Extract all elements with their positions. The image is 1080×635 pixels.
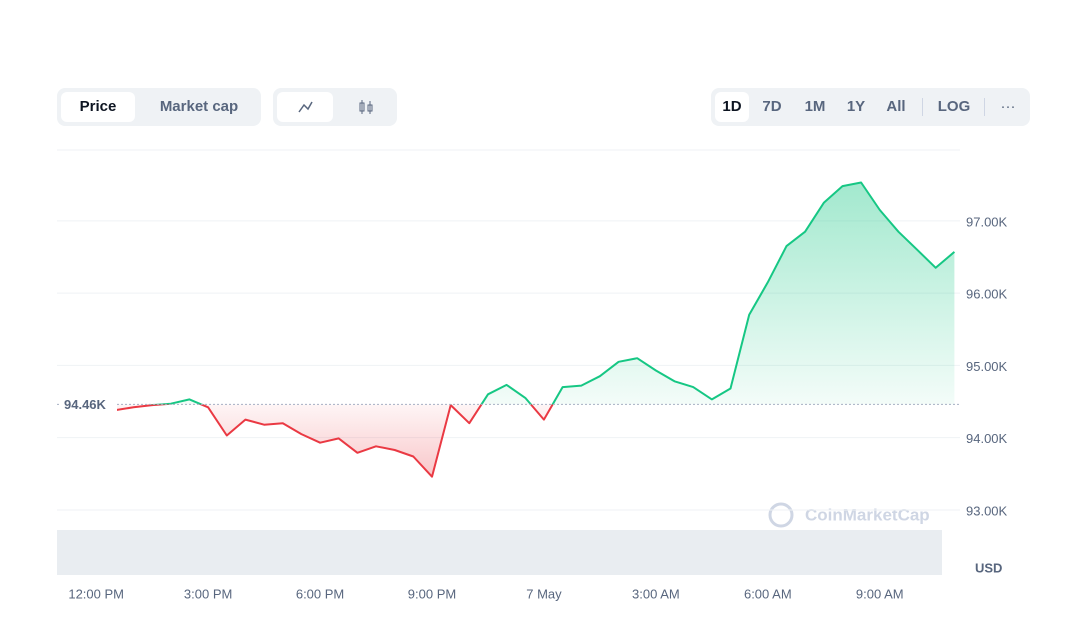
candle-chart-button[interactable] bbox=[337, 92, 393, 122]
line-icon bbox=[298, 101, 313, 113]
x-tick-label: 7 May bbox=[526, 586, 562, 601]
range-button[interactable]: All bbox=[886, 98, 906, 115]
y-tick-label: 97.00K bbox=[966, 214, 1008, 229]
tab-market-cap[interactable]: Market cap bbox=[159, 98, 239, 115]
range-button[interactable]: 1M bbox=[804, 98, 826, 115]
range-button[interactable]: 1Y bbox=[846, 98, 866, 115]
x-tick-label: 3:00 PM bbox=[184, 586, 232, 601]
y-tick-label: 95.00K bbox=[966, 359, 1008, 374]
baseline-label: 94.46K bbox=[64, 397, 107, 412]
more-button[interactable]: ··· bbox=[1000, 98, 1016, 115]
x-tick-label: 3:00 AM bbox=[632, 586, 680, 601]
range-group: 1D 7D 1M 1Y All LOG ··· bbox=[711, 88, 1030, 126]
range-button[interactable]: 7D bbox=[762, 98, 782, 115]
chart-style-group bbox=[273, 88, 397, 126]
x-tick-label: 6:00 PM bbox=[296, 586, 344, 601]
watermark-logo bbox=[768, 502, 794, 528]
x-tick-label: 6:00 AM bbox=[744, 586, 792, 601]
watermark: CoinMarketCap bbox=[805, 505, 930, 524]
tab-group: Price Market cap bbox=[57, 88, 261, 126]
price-area bbox=[114, 182, 955, 477]
log-button[interactable]: LOG bbox=[937, 98, 971, 115]
x-tick-label: 9:00 AM bbox=[856, 586, 904, 601]
y-unit: USD bbox=[975, 560, 1002, 575]
y-tick-label: 93.00K bbox=[966, 503, 1008, 518]
price-line bbox=[114, 181, 956, 478]
range-button[interactable]: 1D bbox=[715, 92, 749, 122]
x-tick-label: 12:00 PM bbox=[68, 586, 124, 601]
line-chart-button[interactable] bbox=[277, 92, 333, 122]
separator bbox=[984, 98, 985, 116]
x-tick-label: 9:00 PM bbox=[408, 586, 456, 601]
y-tick-label: 94.00K bbox=[966, 431, 1008, 446]
volume-band bbox=[57, 530, 942, 575]
separator bbox=[922, 98, 923, 116]
y-tick-label: 96.00K bbox=[966, 287, 1008, 302]
baseline-label-bg bbox=[59, 395, 117, 414]
tab-price[interactable]: Price bbox=[61, 92, 135, 122]
candle-icon bbox=[359, 100, 373, 114]
